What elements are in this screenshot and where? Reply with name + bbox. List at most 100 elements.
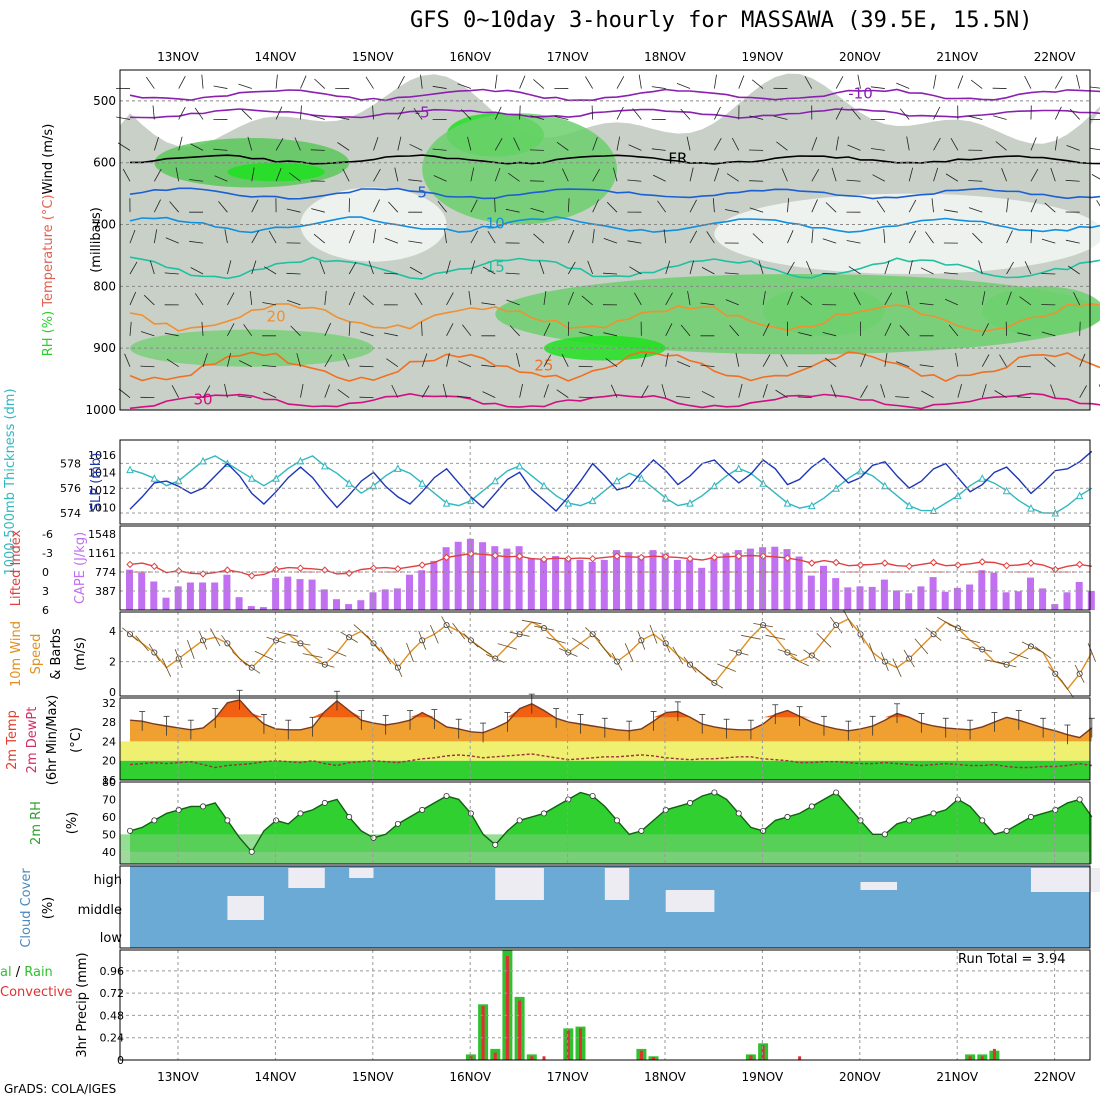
wind-barb: [129, 261, 138, 275]
wind-barb: [944, 209, 958, 213]
rh-band-low: [120, 851, 1090, 864]
rh-band-40-50: [120, 834, 1090, 852]
cape-bar: [308, 579, 316, 610]
wind-barb: [446, 352, 450, 367]
wind-barb: [591, 105, 594, 120]
cape-ytick: 1161: [88, 547, 116, 560]
rh-line-point: [614, 817, 621, 824]
cape-bar: [126, 569, 133, 610]
wind-barb: [224, 383, 228, 398]
rh-line-point: [248, 848, 255, 855]
cloud-ylabel-1: Cloud Cover: [19, 868, 34, 948]
rh-line-point: [954, 796, 961, 803]
wind-barb-10m: [509, 631, 530, 637]
wind-barb: [251, 260, 257, 275]
temp-ytick: 20: [102, 755, 116, 768]
cape-frame: [119, 525, 1091, 611]
wind-barb: [1050, 384, 1056, 398]
wind-barb-10m: [777, 649, 798, 656]
wind-barb-10m: [753, 623, 773, 628]
wind-barb: [457, 83, 472, 89]
wind-barb: [895, 396, 910, 399]
precip-conv-bar: [518, 1000, 522, 1060]
cape-bar: [613, 550, 620, 610]
wind-barb: [749, 207, 764, 213]
wind-barb: [324, 290, 327, 305]
thickness-line-point: [369, 481, 378, 490]
wind-barb-10m: [485, 654, 505, 663]
slp-ytick: 1010: [88, 501, 116, 514]
wind-barb: [494, 74, 498, 89]
slp-ytick: 1016: [88, 449, 116, 462]
wind-barb: [905, 291, 910, 305]
wind-barb: [853, 292, 861, 306]
wind-barb: [262, 302, 277, 306]
precip-conv-bar: [481, 1006, 485, 1060]
wind-barb: [263, 391, 277, 399]
chart-title: GFS 0~10day 3-hourly for MASSAWA (39.5E,…: [410, 8, 1033, 33]
cloud-level-label: middle: [78, 903, 122, 918]
thickness-line-point: [613, 476, 621, 485]
cape-bar: [1051, 604, 1059, 610]
cape-bar: [479, 542, 487, 610]
wind-barb: [166, 358, 179, 368]
wind-barb: [944, 298, 959, 306]
wind-barb: [657, 200, 667, 213]
wind-barb-10m: [474, 643, 492, 656]
wind-barb: [287, 299, 301, 306]
wind-barb: [933, 74, 937, 89]
wind-barb: [1079, 353, 1086, 367]
wind-barb: [578, 396, 593, 399]
wind-barb: [467, 136, 472, 151]
wind-barb: [689, 167, 694, 182]
cape-bar: [649, 550, 657, 610]
dew-band-yellow: [120, 741, 1090, 761]
wind-barb: [981, 384, 987, 398]
date-label-top: 17NOV: [547, 50, 589, 64]
wind-barb: [178, 76, 186, 89]
cape-bar: [673, 559, 681, 610]
wind-barb: [437, 200, 447, 213]
wind-barb-10m: [174, 649, 183, 669]
wind-barb: [554, 116, 569, 120]
rh-ytick: 40: [102, 846, 116, 859]
lifted-index-line-point: [1027, 559, 1035, 567]
cape-bar: [795, 556, 803, 610]
cape-bar: [710, 557, 718, 610]
wind-barb: [275, 74, 278, 89]
wind-barb: [634, 292, 642, 306]
wind-barb: [152, 105, 155, 120]
wind-barb: [310, 149, 325, 151]
isotherm-label: 20: [267, 307, 286, 325]
temp-line: [129, 699, 1093, 739]
wind-barb: [460, 109, 472, 120]
rh-line-point: [224, 817, 231, 824]
wind-speed-line: [129, 618, 1093, 691]
lifted-index-line-point: [856, 561, 865, 569]
cape-bar: [418, 570, 426, 610]
cloud-level-label: high: [94, 873, 122, 888]
wind-barb-10m: [302, 653, 323, 658]
wind-barb: [446, 323, 454, 337]
wind-barb: [494, 198, 496, 213]
thickness-line-point: [540, 481, 548, 490]
thickness-line-point: [929, 506, 938, 515]
thickness-line-point: [856, 466, 865, 475]
wind-barb: [712, 198, 715, 213]
lifted-index-line-point: [1051, 565, 1060, 574]
wind-barb: [289, 172, 301, 182]
wind-ylabel-1: 10m Wind: [9, 621, 24, 687]
wind-barb: [543, 290, 547, 305]
thickness-line-point: [807, 501, 816, 510]
wind-barb: [509, 325, 520, 337]
isotherm-label: 10: [486, 215, 505, 233]
wind-barb: [714, 138, 722, 151]
wind-barb: [342, 353, 350, 367]
date-label-bottom: 13NOV: [157, 1070, 199, 1084]
cape-bar: [552, 556, 560, 610]
wind-barb-10m: [418, 630, 427, 650]
wind-barb-10m: [1009, 651, 1029, 660]
wind-barb: [689, 199, 697, 213]
cape-bar: [917, 586, 925, 610]
wind-barb: [680, 324, 691, 337]
